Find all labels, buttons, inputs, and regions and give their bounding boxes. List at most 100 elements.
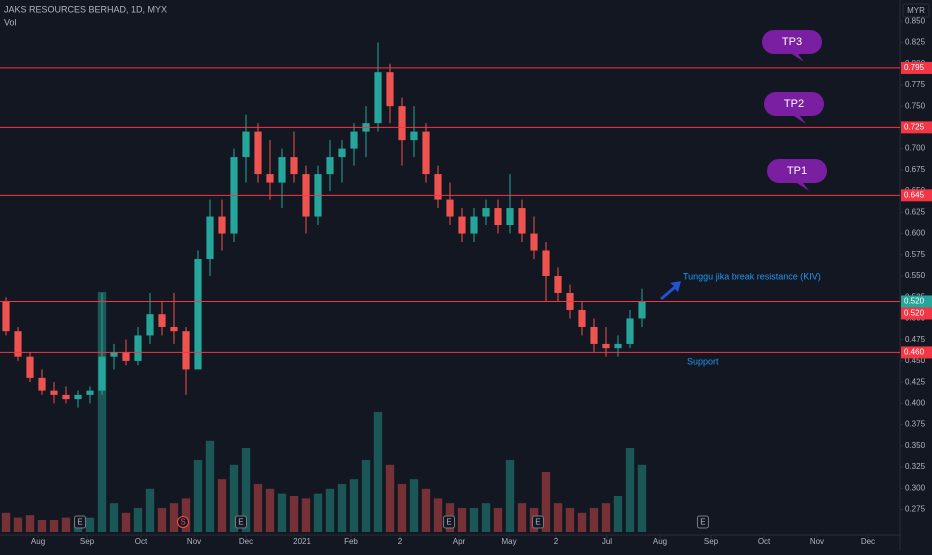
candle-body [638,301,646,319]
candle-body [254,131,262,175]
volume-bar [1,512,11,532]
volume-bar [469,508,479,532]
volume-bar [289,496,299,532]
event-label: S [180,518,185,527]
x-tick-label: Aug [653,537,667,546]
volume-bar [565,508,575,532]
candle-body [38,377,46,391]
volume-bar [625,448,635,532]
candle-body [518,208,526,234]
y-tick-label: 0.375 [905,420,926,429]
event-label: E [535,518,540,527]
candle-body [554,275,562,293]
candle-body [266,174,274,183]
volume-bar [397,484,407,532]
volume-bar [169,503,179,532]
x-tick-label: Aug [31,537,45,546]
x-tick-label: Sep [80,537,95,546]
level-label: 0.795 [904,63,925,72]
candle-body [446,199,454,217]
level-label-box [901,189,932,202]
bubble [764,92,824,124]
annotation: TP1 [787,165,807,177]
volume-bar [637,464,647,532]
x-tick-label: Feb [344,537,358,546]
last-price-box [901,295,932,308]
volume-bar [541,472,551,532]
candle-body [182,331,190,370]
candle-body [242,131,250,158]
x-tick-label: May [501,537,516,546]
x-tick-label: Nov [187,537,201,546]
volume-bar [13,517,23,532]
candle-body [470,216,478,234]
y-tick-label: 0.350 [905,441,926,450]
candle-body [398,106,406,141]
x-tick-label: Oct [135,537,148,546]
level-label-box [901,346,932,359]
candle-body [86,390,94,395]
candle-body [494,208,502,226]
x-tick-label: Oct [758,537,771,546]
volume-bar [301,498,311,532]
y-tick-label: 0.425 [905,377,926,386]
candle-body [386,72,394,107]
event-marker [696,515,709,529]
volume-bar [577,512,587,532]
volume-bar [61,517,71,532]
candle-body [194,259,202,370]
y-tick-label: 0.475 [905,335,926,344]
candle-body [602,343,610,349]
volume-label: Vol [4,17,17,27]
candle-body [338,148,346,158]
candle-body [326,157,334,175]
event-marker [443,515,456,529]
bubble [762,30,822,62]
event-label: E [77,518,82,527]
candle-body [50,390,58,395]
bubble [767,159,827,191]
volume-bar [277,493,287,532]
annotation: Tunggu jika break resistance (KIV) [683,271,821,281]
volume-bar [505,460,515,532]
candle-body [110,352,118,357]
chart-title: JAKS RESOURCES BERHAD, 1D, MYX [4,4,167,14]
y-tick-label: 0.450 [905,356,926,365]
volume-bar [337,484,347,532]
y-tick-label: 0.850 [905,16,926,25]
volume-bar [97,292,107,532]
candle-body [614,343,622,349]
x-tick-label: 2021 [293,537,311,546]
volume-bar [265,488,275,532]
candle-body [422,131,430,175]
volume-bar [85,517,95,532]
candle-body [482,208,490,217]
y-tick-label: 0.750 [905,101,926,110]
event-label: E [446,518,451,527]
x-tick-label: Dec [861,537,875,546]
volume-bar [433,498,443,532]
x-tick-label: Apr [453,537,466,546]
candle-body [14,331,22,357]
level-label-box [901,121,932,134]
volume-bar [253,484,263,532]
level-label-box [901,307,932,320]
event-label: E [700,518,705,527]
volume-bar [493,508,503,532]
level-label: 0.645 [904,190,925,199]
candle-body [2,301,10,332]
level-label: 0.725 [904,122,925,131]
volume-bar [373,412,383,532]
volume-bar [385,464,395,532]
event-label: E [238,518,243,527]
y-tick-label: 0.600 [905,229,926,238]
annotation: Support [687,356,719,366]
y-tick-label: 0.575 [905,250,926,259]
x-tick-label: 2 [554,537,559,546]
event-marker [177,516,189,528]
candle-body [74,394,82,400]
volume-bar [205,440,215,532]
candle-body [218,216,226,234]
candle-body [98,356,106,391]
